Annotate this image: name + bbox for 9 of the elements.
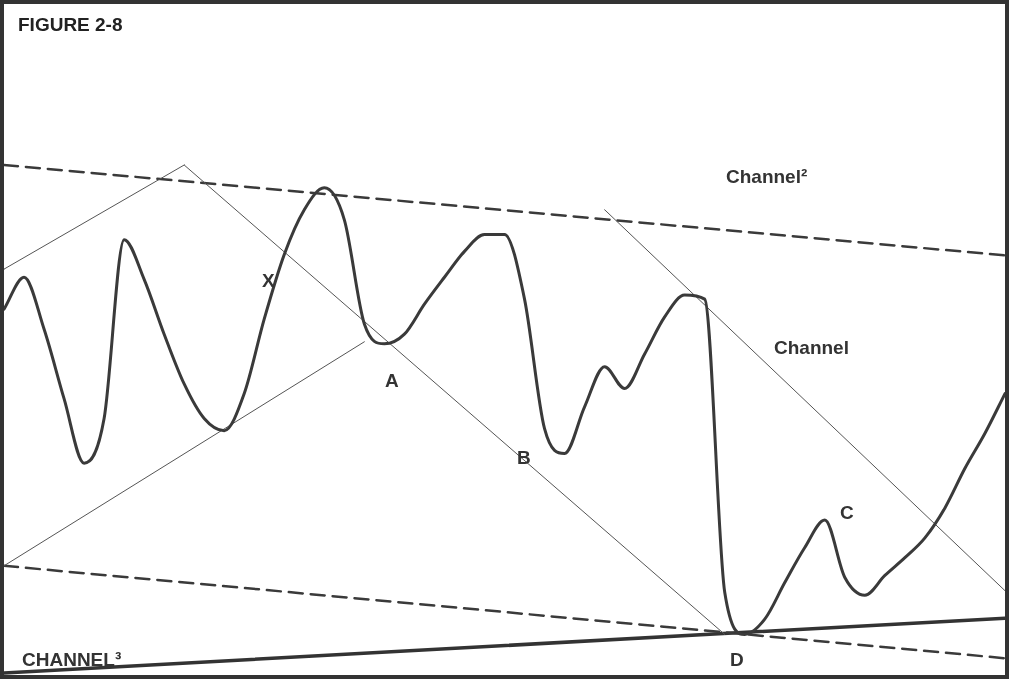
annotation: Channel² [726,166,808,188]
annotation: B [517,447,531,469]
annotation: D [730,649,744,671]
annotation: Channel [774,337,849,359]
annotation: CHANNEL³ [22,649,122,671]
annotation: A [385,370,399,392]
annotation: X [262,270,275,292]
chart-title: FIGURE 2-8 [18,14,123,36]
annotation: C [840,502,854,524]
